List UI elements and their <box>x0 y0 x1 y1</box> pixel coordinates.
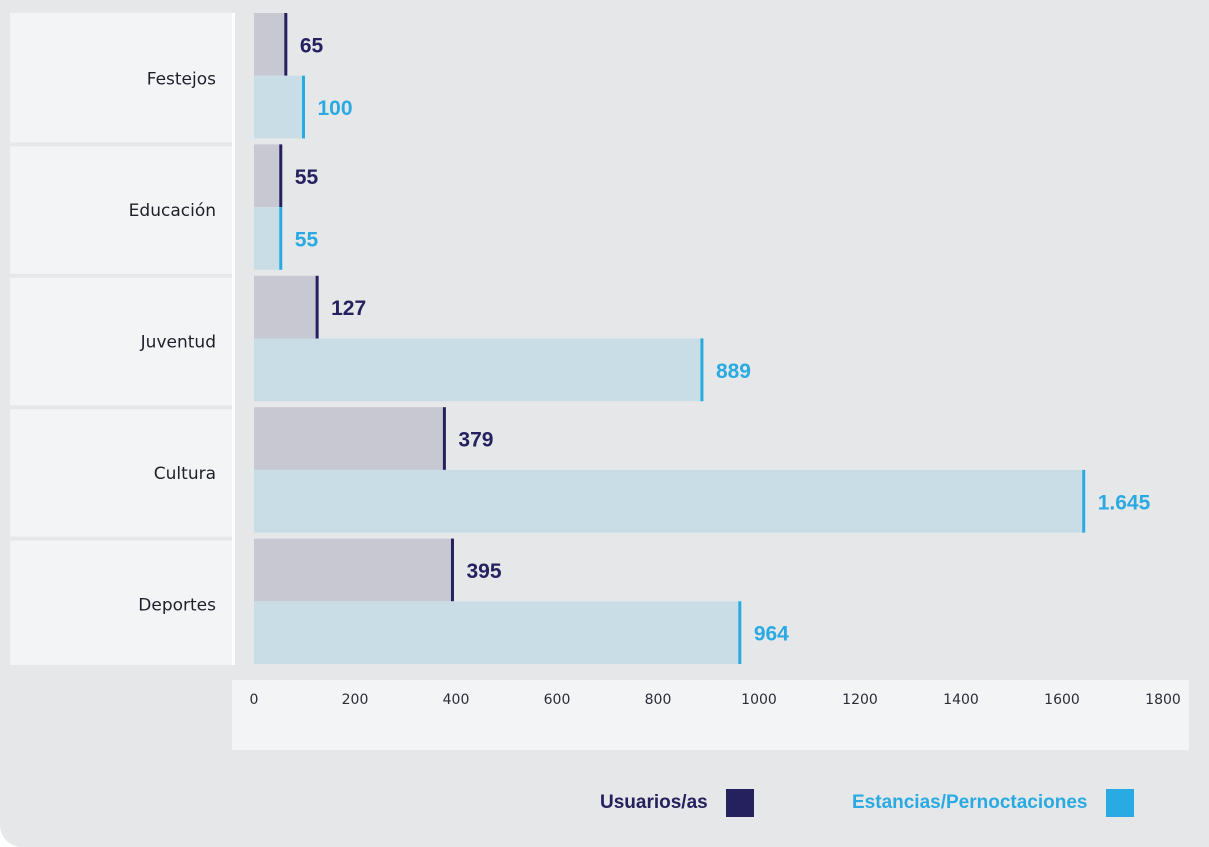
value-label-estancias-juventud: 889 <box>716 360 751 383</box>
category-panel <box>10 13 232 665</box>
bar-usuarios-festejos <box>254 13 287 76</box>
bar-marker-estancias-festejos <box>302 75 305 139</box>
bar-estancias-deportes <box>254 601 741 664</box>
legend: Usuarios/as Estancias/Pernoctaciones <box>600 788 1190 818</box>
category-divider <box>232 13 235 665</box>
value-label-estancias-cultura: 1.645 <box>1098 491 1151 514</box>
value-label-usuarios-deportes: 395 <box>466 560 501 583</box>
x-tick-label: 1800 <box>1145 692 1181 708</box>
bar-usuarios-juventud <box>254 275 319 339</box>
legend-label-usuarios: Usuarios/as <box>600 792 708 813</box>
bar-estancias-educacion <box>254 207 282 270</box>
x-tick-label: 1400 <box>943 692 979 708</box>
x-tick-label: 0 <box>250 692 259 708</box>
legend-swatch-usuarios <box>725 789 754 817</box>
x-tick-label: 200 <box>342 692 369 708</box>
bar-estancias-cultura <box>254 469 1085 533</box>
category-label-deportes: Deportes <box>138 595 216 615</box>
legend-swatch-estancias <box>1105 789 1134 817</box>
category-label-festejos: Festejos <box>147 70 216 90</box>
x-tick-label: 600 <box>544 692 571 708</box>
bar-marker-usuarios-deportes <box>450 538 454 602</box>
category-label-cultura: Cultura <box>154 464 216 484</box>
bar-marker-estancias-juventud <box>700 338 704 402</box>
x-axis-panel <box>232 680 1189 750</box>
bar-marker-estancias-cultura <box>1082 469 1086 533</box>
x-tick-label: 1200 <box>842 692 878 708</box>
value-label-usuarios-educacion: 55 <box>295 166 319 189</box>
value-label-usuarios-cultura: 379 <box>458 429 493 452</box>
legend-item-usuarios: Usuarios/as <box>600 788 754 818</box>
x-tick-label: 800 <box>645 692 672 708</box>
bar-marker-usuarios-cultura <box>442 407 446 470</box>
bar-usuarios-educacion <box>254 144 282 208</box>
x-tick-label: 1600 <box>1044 692 1080 708</box>
bar-marker-estancias-deportes <box>738 601 742 664</box>
legend-label-estancias: Estancias/Pernoctaciones <box>852 792 1088 813</box>
bar-marker-usuarios-juventud <box>315 275 319 339</box>
bar-usuarios-cultura <box>254 407 446 470</box>
value-label-estancias-educacion: 55 <box>295 228 319 251</box>
bar-marker-estancias-educacion <box>279 207 283 270</box>
bar-estancias-juventud <box>254 338 703 402</box>
category-label-juventud: Juventud <box>140 333 216 353</box>
category-label-educacion: Educación <box>129 201 216 221</box>
x-tick-label: 400 <box>443 692 470 708</box>
value-label-usuarios-juventud: 127 <box>331 297 366 320</box>
bar-marker-usuarios-educacion <box>279 144 283 208</box>
bar-estancias-festejos <box>254 75 305 139</box>
value-label-estancias-festejos: 100 <box>318 97 353 120</box>
value-label-usuarios-festejos: 65 <box>300 34 324 57</box>
legend-item-estancias: Estancias/Pernoctaciones <box>852 788 1134 818</box>
bar-marker-usuarios-festejos <box>284 13 288 76</box>
value-label-estancias-deportes: 964 <box>754 623 789 646</box>
x-tick-label: 1000 <box>741 692 777 708</box>
bar-usuarios-deportes <box>254 538 454 602</box>
